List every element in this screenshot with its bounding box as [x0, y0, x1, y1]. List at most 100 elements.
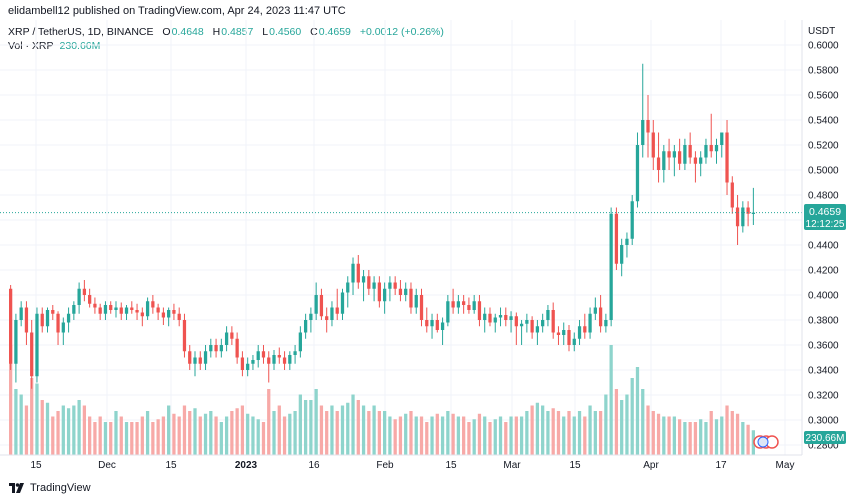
time-tick-label: 16 — [308, 460, 320, 471]
candle — [583, 313, 587, 339]
candle-body — [303, 320, 308, 333]
volume-bar — [24, 405, 29, 455]
candle — [161, 307, 166, 325]
candle — [440, 317, 445, 345]
candle-body — [93, 303, 97, 308]
candle — [504, 307, 508, 327]
volume-bar — [267, 389, 271, 455]
candle-body — [367, 276, 371, 289]
candle — [572, 332, 576, 352]
volume-bar — [367, 411, 371, 455]
candle-body — [588, 313, 592, 333]
candle-body — [130, 307, 134, 310]
candle — [562, 322, 566, 345]
candle — [30, 320, 34, 389]
candle — [19, 301, 23, 327]
candle — [298, 326, 302, 358]
candle — [303, 313, 308, 339]
candle-body — [514, 316, 518, 327]
tradingview-brand[interactable]: TradingView — [30, 482, 91, 494]
candle-body — [346, 282, 350, 293]
volume-bar — [672, 416, 676, 455]
candle — [130, 301, 134, 314]
candle-body — [124, 307, 129, 314]
candle — [414, 288, 418, 314]
volume-bar — [635, 367, 640, 455]
volume-bar — [167, 405, 171, 455]
candle — [746, 201, 750, 227]
candle-body — [388, 282, 392, 289]
candle-body — [625, 238, 629, 245]
candle — [425, 307, 429, 333]
price-tick-label: 0.3400 — [808, 366, 839, 377]
candle — [124, 305, 129, 320]
volume-bar — [35, 383, 39, 455]
volume-bar — [704, 422, 708, 455]
price-badge-value: 0.4659 — [809, 206, 841, 218]
volume-bar — [51, 416, 55, 455]
candle — [730, 176, 734, 214]
candle — [446, 295, 450, 327]
candle-body — [493, 317, 497, 323]
candle — [377, 276, 381, 308]
volume-bar — [124, 422, 129, 455]
price-tick-label: 0.3600 — [808, 341, 839, 352]
volume-bar — [346, 402, 350, 455]
symbol-title[interactable]: XRP / TetherUS, 1D, BINANCE — [8, 26, 154, 38]
volume-bar — [361, 405, 366, 455]
volume-bar — [145, 411, 150, 455]
volume-bar — [725, 405, 729, 455]
candle-body — [693, 157, 698, 164]
candle-body — [314, 295, 318, 314]
volume-bar — [119, 416, 123, 455]
volume-bar — [551, 408, 555, 455]
volume-bar — [425, 422, 429, 455]
candle — [40, 307, 44, 333]
candle — [588, 307, 592, 339]
candle-body — [730, 182, 734, 208]
volume-bar — [172, 413, 176, 455]
candle — [430, 313, 434, 339]
volume-bar — [182, 405, 187, 455]
close-value: 0.4659 — [318, 26, 351, 38]
volume-bar — [383, 411, 387, 455]
candle-body — [414, 295, 418, 308]
price-tick-label: 0.3200 — [808, 391, 839, 402]
candle-body — [88, 295, 92, 304]
candle — [135, 303, 139, 320]
volume-bar — [72, 405, 76, 455]
volume-bar — [377, 411, 381, 455]
candle-body — [203, 351, 208, 364]
candle — [145, 297, 150, 320]
candle-body — [551, 310, 555, 333]
volume-label[interactable]: Vol · XRP — [8, 40, 54, 52]
candle-body — [609, 213, 613, 320]
candle — [488, 307, 492, 327]
volume-bar — [498, 416, 503, 455]
candle-body — [135, 310, 139, 313]
time-tick-label: Apr — [643, 460, 659, 471]
candle — [209, 338, 213, 358]
candle-body — [735, 207, 740, 227]
candle — [598, 295, 603, 333]
candle — [467, 297, 471, 314]
volume-value: 230.66M — [59, 40, 101, 52]
volume-bar — [514, 416, 518, 455]
candle-body — [509, 316, 513, 320]
candle-body — [677, 151, 682, 164]
candle-body — [435, 320, 439, 330]
candle — [51, 305, 55, 320]
volume-bar — [730, 411, 734, 455]
candle-body — [61, 322, 65, 333]
volume-bar — [525, 411, 529, 455]
candle — [688, 132, 692, 164]
candle — [172, 303, 176, 320]
candle — [240, 351, 245, 377]
volume-bar — [446, 411, 450, 455]
candle — [182, 313, 187, 358]
volume-bar — [477, 413, 482, 455]
candle-body — [35, 313, 39, 377]
candle-body — [498, 315, 503, 318]
volume-bar — [483, 416, 487, 455]
